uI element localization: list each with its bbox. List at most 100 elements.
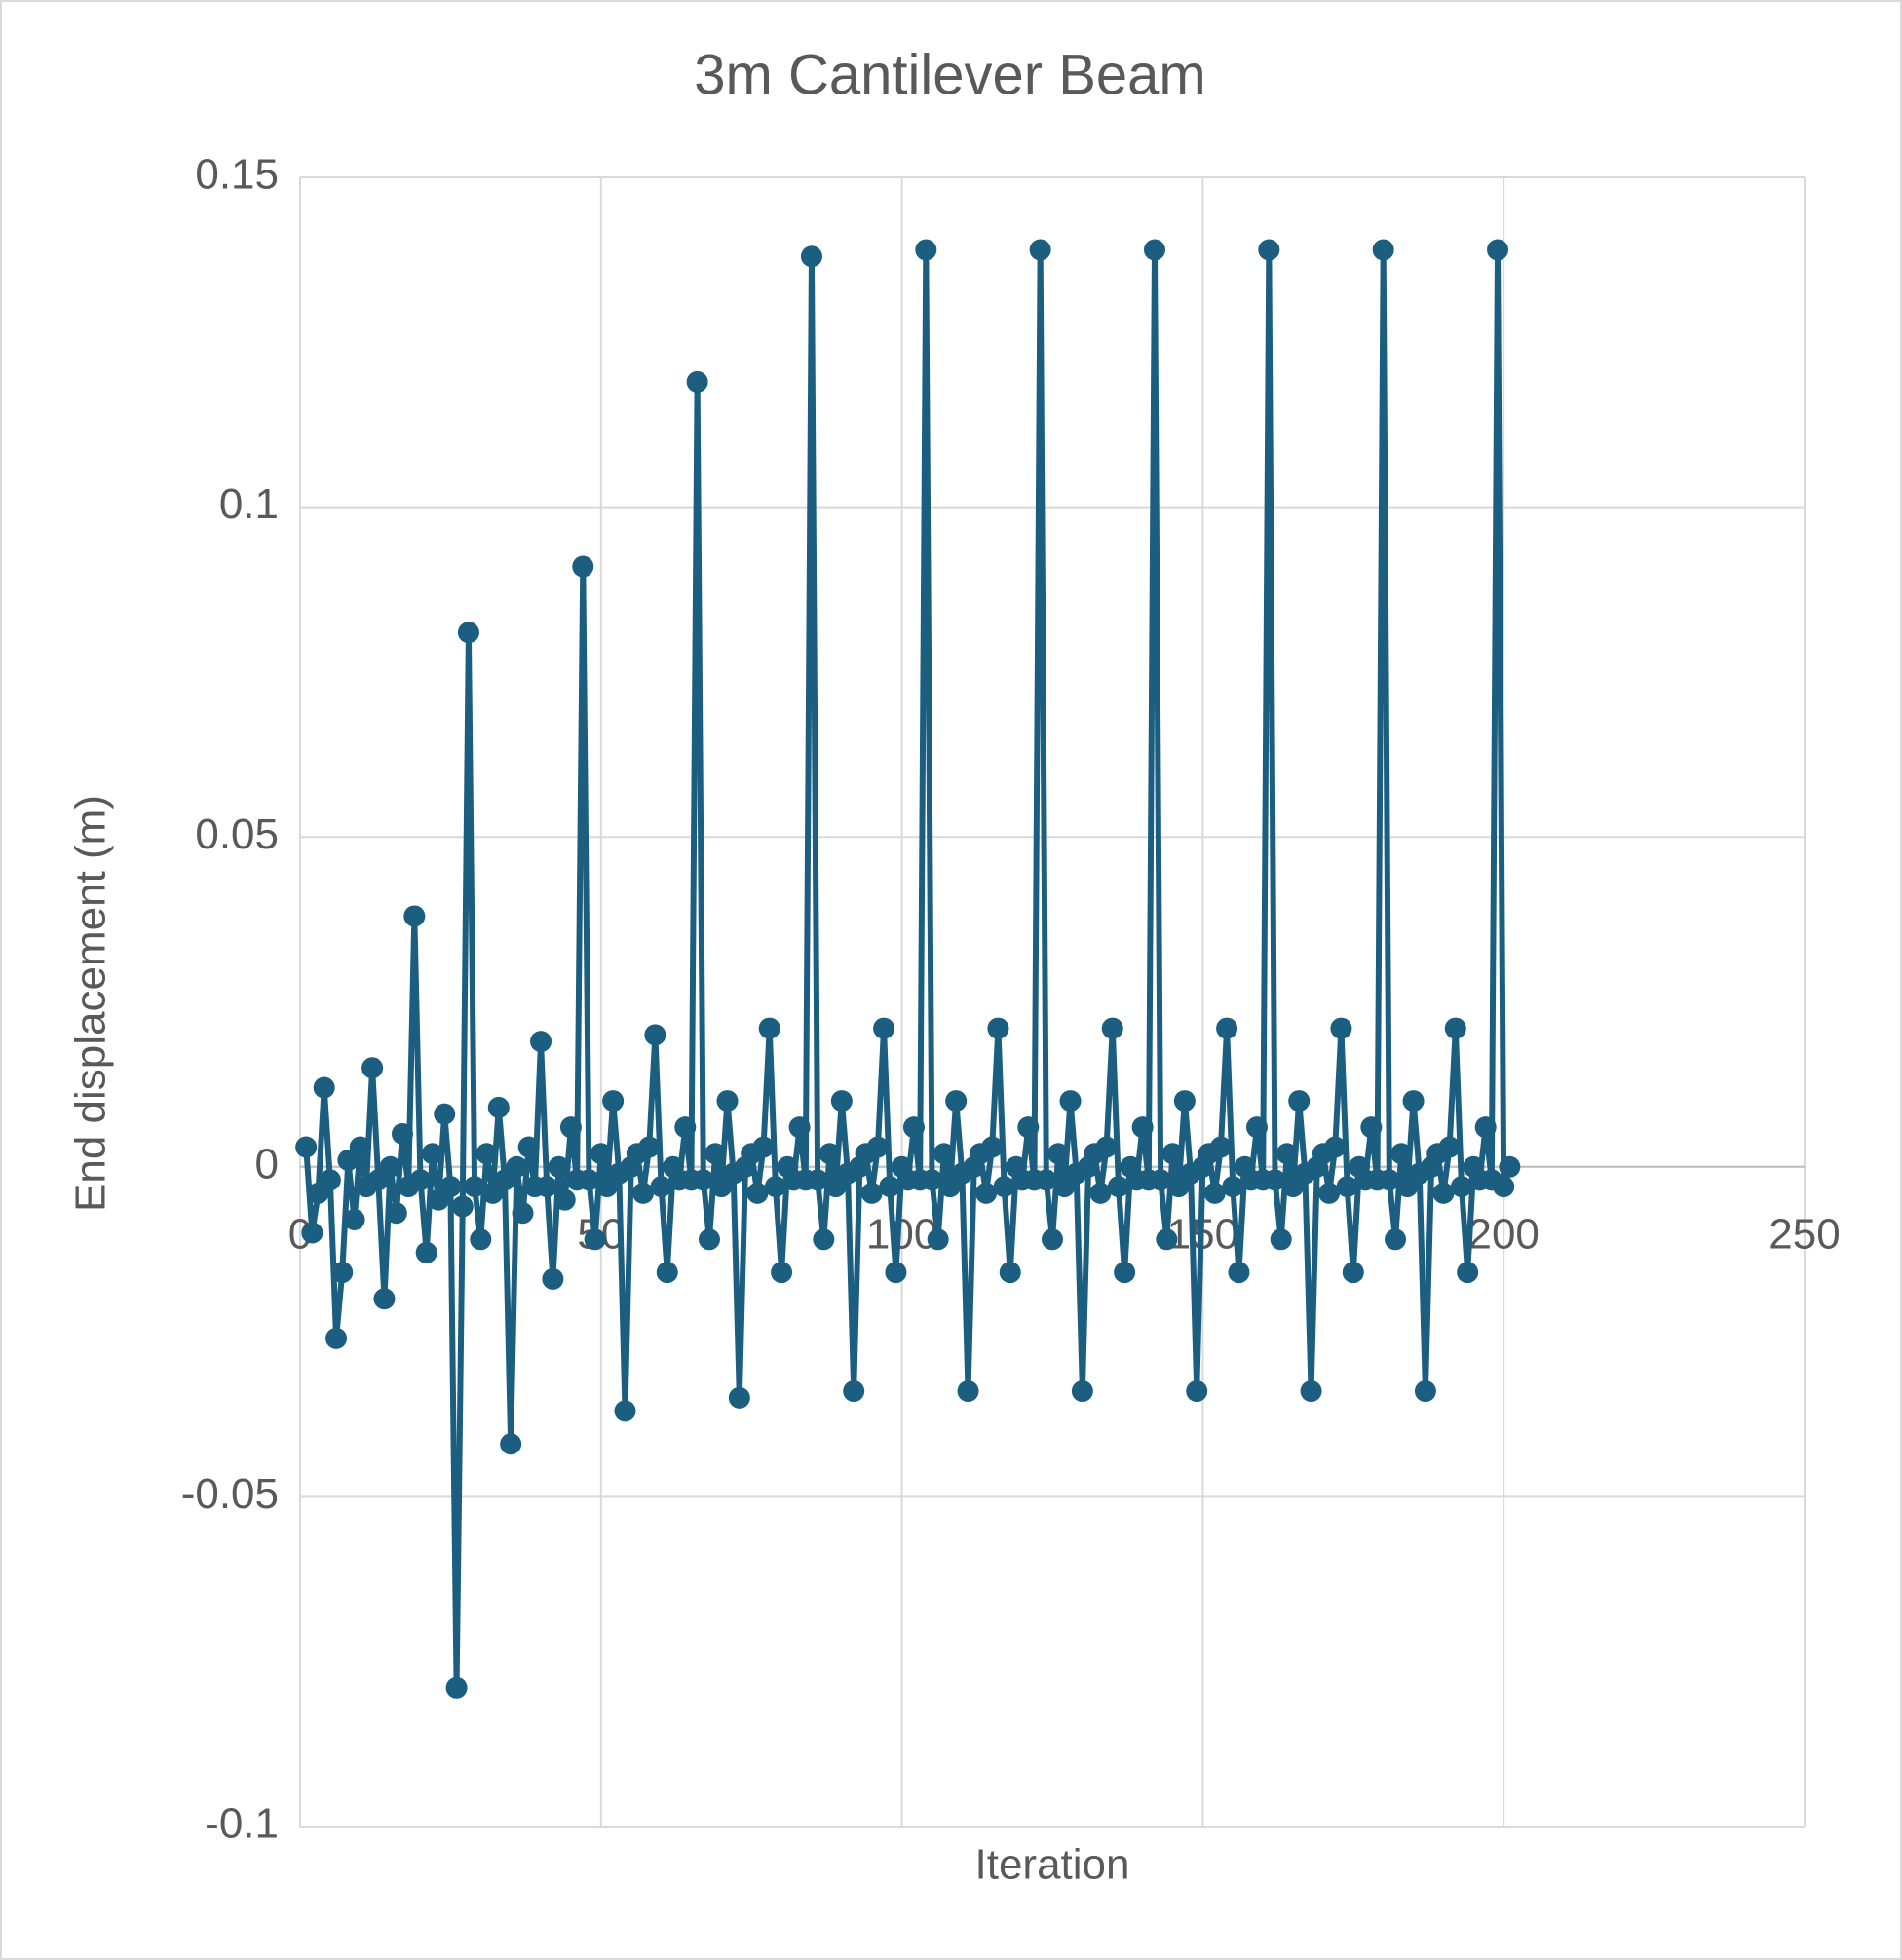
data-point [921, 1169, 943, 1191]
data-point [464, 1176, 486, 1198]
data-point [716, 1090, 739, 1112]
data-point [993, 1176, 1015, 1198]
data-point [1089, 1182, 1112, 1204]
data-point [590, 1143, 612, 1165]
data-point [1228, 1262, 1250, 1284]
data-point [813, 1228, 835, 1251]
data-point [674, 1116, 697, 1139]
data-point [1071, 1380, 1093, 1403]
data-point [752, 1136, 775, 1158]
y-tick-label: 0.05 [195, 810, 279, 858]
data-point [584, 1228, 606, 1251]
data-point [902, 1116, 925, 1139]
data-point [295, 1136, 318, 1158]
data-point [692, 1169, 714, 1191]
data-point [686, 370, 708, 393]
data-point [1143, 239, 1165, 261]
data-point [957, 1380, 979, 1403]
data-point [1402, 1090, 1425, 1112]
data-point [1336, 1176, 1358, 1198]
data-point [1450, 1176, 1472, 1198]
data-point [470, 1228, 492, 1251]
data-point [530, 1031, 552, 1053]
data-point [1203, 1182, 1226, 1204]
data-point [698, 1228, 720, 1251]
data-point [373, 1288, 396, 1310]
data-point [325, 1327, 348, 1349]
data-point [932, 1143, 955, 1165]
data-point [572, 555, 594, 578]
data-point [434, 1103, 456, 1125]
data-point [999, 1262, 1021, 1284]
data-point [1047, 1143, 1070, 1165]
data-point [331, 1262, 354, 1284]
data-point [1186, 1380, 1208, 1403]
data-point [758, 1017, 780, 1039]
data-point [1035, 1169, 1057, 1191]
data-point [1264, 1169, 1286, 1191]
data-point [764, 1176, 786, 1198]
data-point [644, 1024, 666, 1046]
data-point [885, 1262, 907, 1284]
data-point [512, 1202, 534, 1225]
data-point [1042, 1228, 1063, 1251]
data-point [843, 1380, 865, 1403]
data-point [1360, 1116, 1383, 1139]
data-point [421, 1143, 443, 1165]
y-tick-label: -0.1 [205, 1800, 279, 1848]
data-point [451, 1195, 474, 1218]
data-point [548, 1155, 570, 1178]
y-tick-label: 0.15 [195, 151, 279, 199]
data-point [1156, 1228, 1178, 1251]
data-point [879, 1176, 901, 1198]
data-point [1275, 1143, 1298, 1165]
data-point [873, 1017, 895, 1039]
data-point [945, 1090, 968, 1112]
data-point [1444, 1017, 1466, 1039]
data-point [614, 1400, 636, 1422]
data-point [1245, 1116, 1268, 1139]
data-point [1378, 1169, 1400, 1191]
data-point [349, 1136, 371, 1158]
data-point [866, 1136, 889, 1158]
data-point [409, 1169, 432, 1191]
data-point [860, 1182, 883, 1204]
data-point [1131, 1116, 1154, 1139]
data-point [728, 1386, 750, 1409]
data-point [1216, 1017, 1238, 1039]
data-point [1457, 1262, 1479, 1284]
data-point [1114, 1262, 1136, 1284]
data-point [987, 1017, 1009, 1039]
data-point [1150, 1169, 1172, 1191]
x-tick-label: 250 [1769, 1210, 1840, 1258]
data-point [915, 239, 937, 261]
data-point [981, 1136, 1004, 1158]
data-point [1499, 1155, 1521, 1178]
data-point [1209, 1136, 1232, 1158]
data-point [476, 1143, 498, 1165]
data-point [1318, 1182, 1341, 1204]
data-point [1474, 1116, 1497, 1139]
chart-title: 3m Cantilever Beam [694, 43, 1205, 106]
data-point [927, 1228, 949, 1251]
data-point [1222, 1176, 1244, 1198]
data-point [650, 1176, 672, 1198]
data-point [1059, 1090, 1082, 1112]
data-point [1300, 1380, 1322, 1403]
data-point [1161, 1143, 1184, 1165]
data-point [975, 1182, 998, 1204]
data-point [385, 1202, 407, 1225]
data-point [319, 1169, 341, 1191]
data-point [771, 1262, 793, 1284]
data-point [361, 1057, 384, 1079]
data-point [487, 1096, 510, 1118]
data-point [1017, 1116, 1040, 1139]
data-point [1342, 1262, 1364, 1284]
data-point [1029, 239, 1051, 261]
data-point [602, 1090, 625, 1112]
data-point [391, 1122, 413, 1145]
data-point [536, 1176, 558, 1198]
